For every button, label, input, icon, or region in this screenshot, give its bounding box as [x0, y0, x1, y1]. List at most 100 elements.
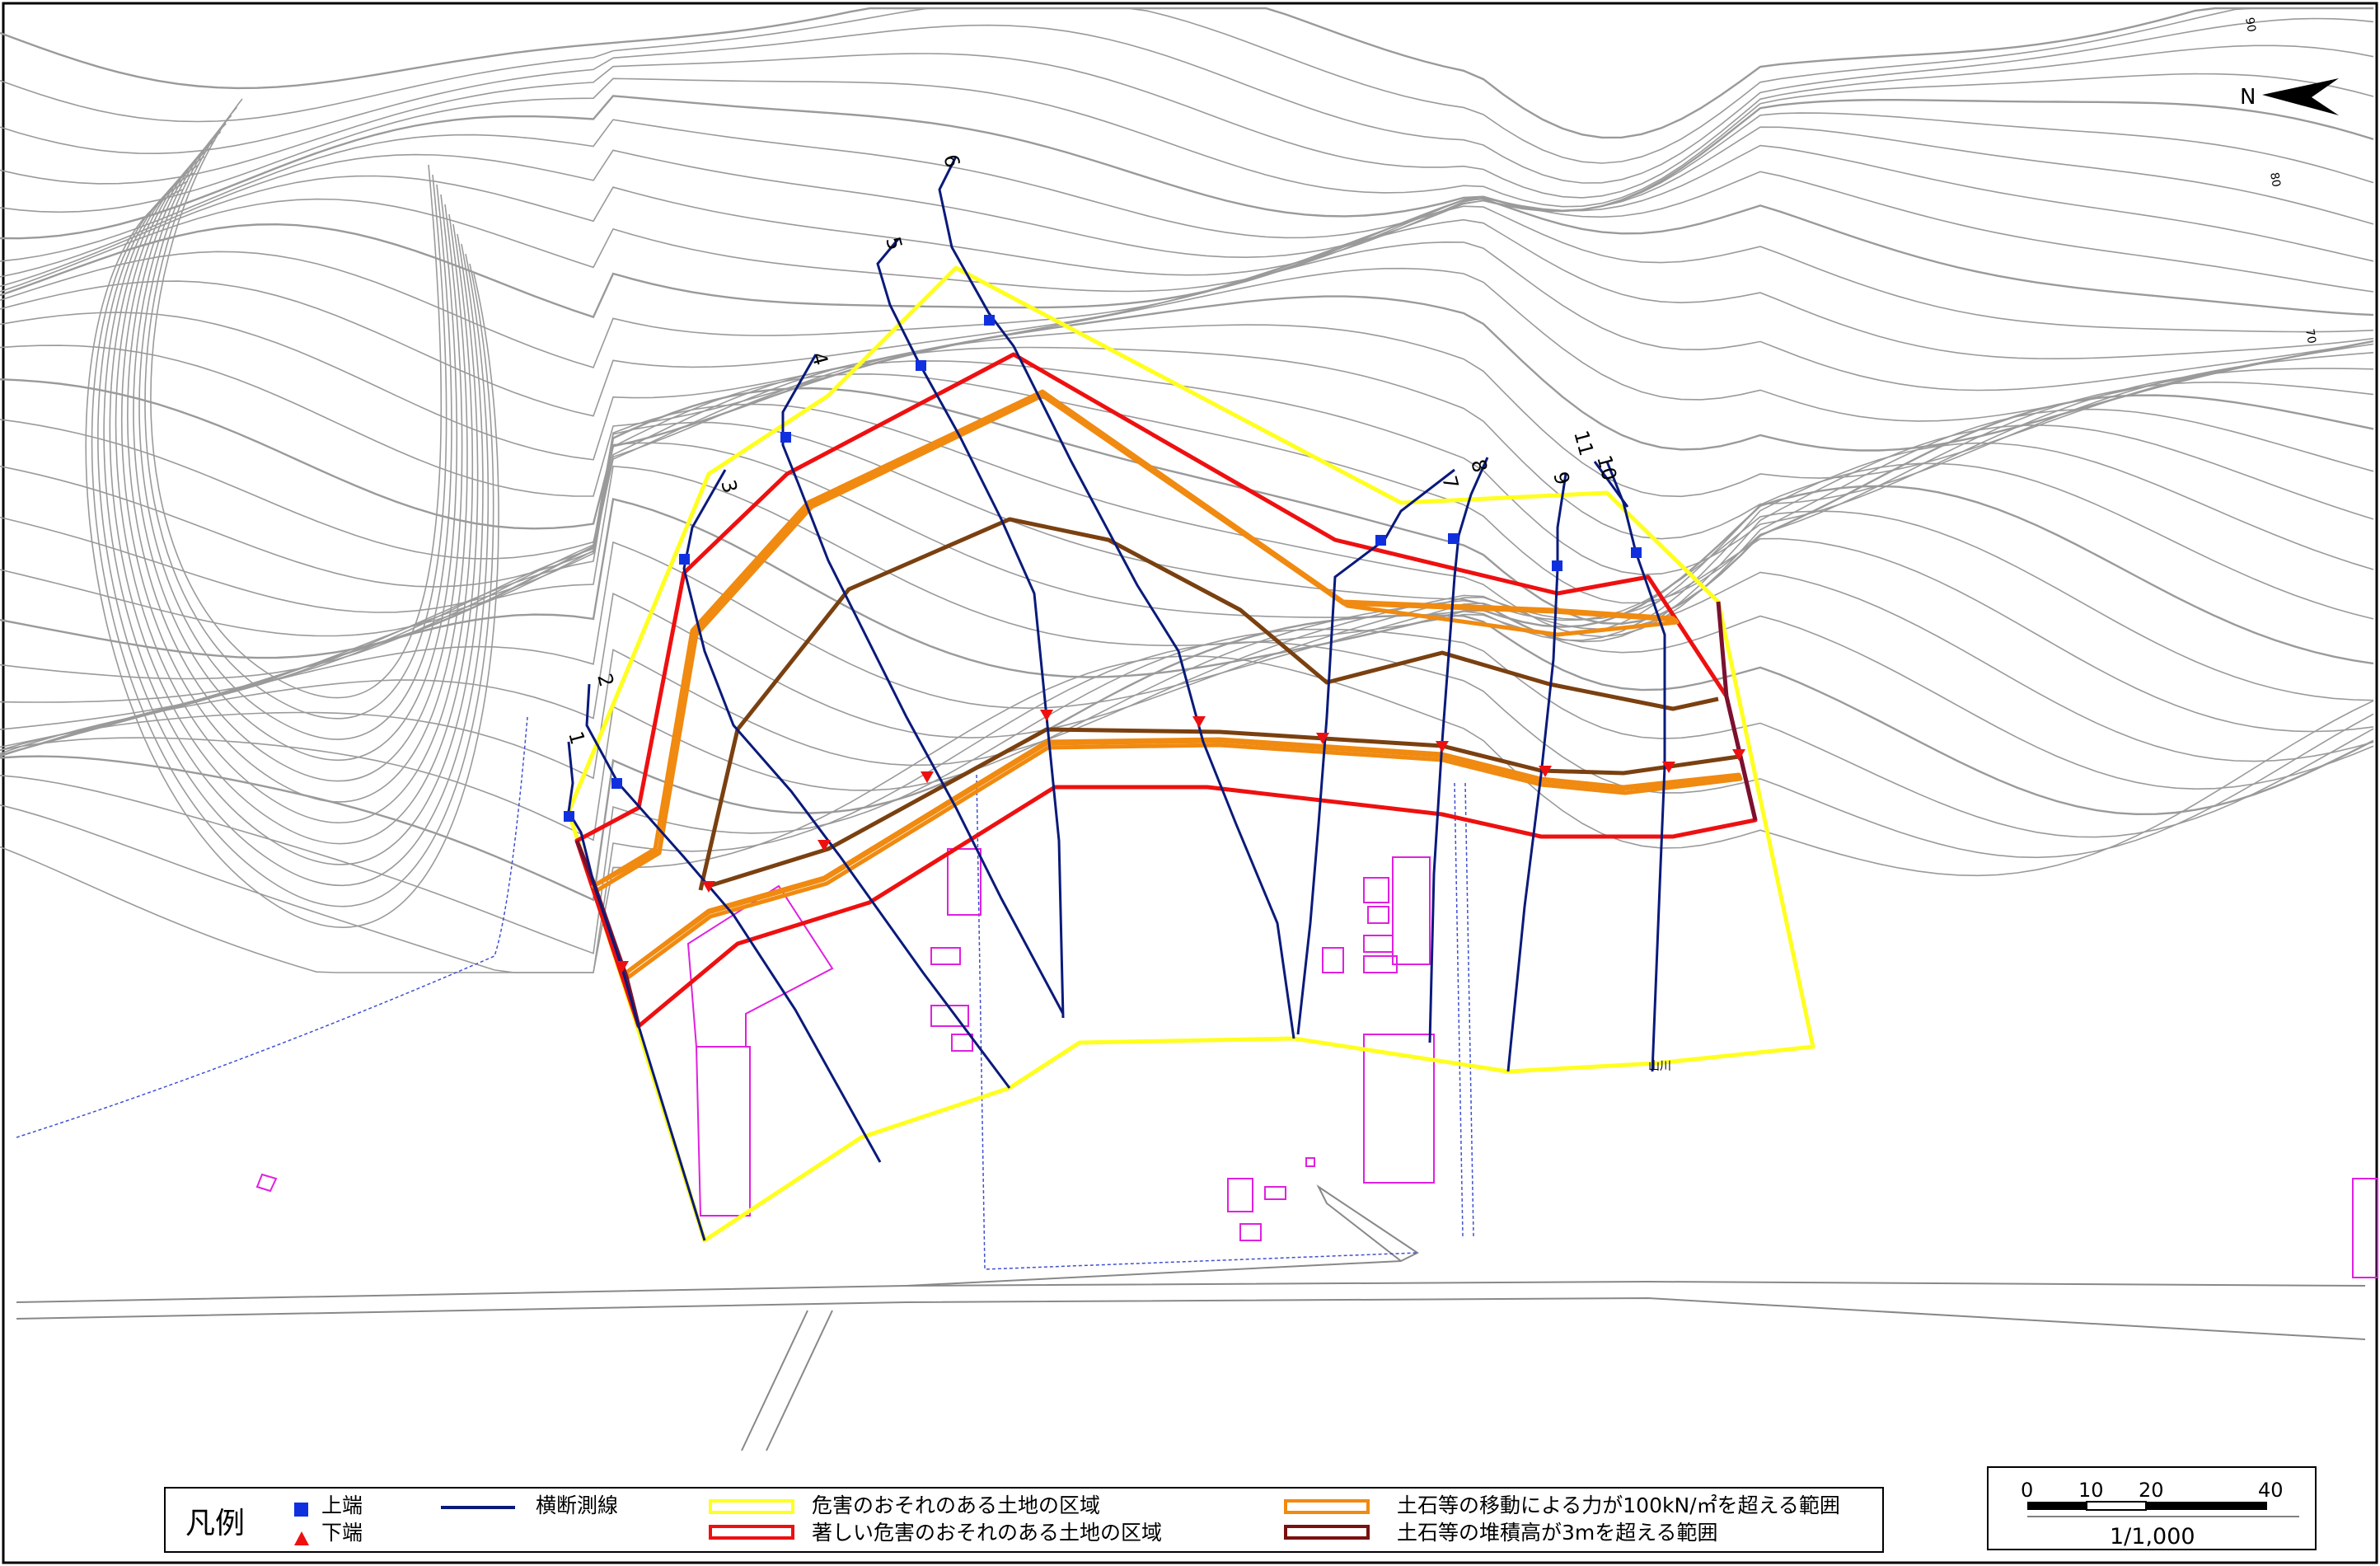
contour-line	[0, 7, 2373, 139]
legend-label-deposit: 土石等の堆積高が3mを超える範囲	[1397, 1521, 1718, 1545]
contour-line	[0, 655, 2374, 973]
upper-end-marker	[564, 811, 574, 822]
scale-ratio: 1/1,000	[2110, 1524, 2195, 1550]
square-icon	[294, 1503, 308, 1517]
rect-outline-icon-hazard	[709, 1499, 794, 1514]
contour-line	[0, 373, 2374, 637]
contour-line	[0, 73, 2374, 213]
upper-end-marker	[1552, 560, 1562, 571]
road-lines	[16, 1184, 2366, 1451]
contour-line	[0, 126, 2374, 278]
legend-title: 凡例	[185, 1507, 245, 1540]
survey-line-3	[682, 469, 1011, 1089]
river	[16, 716, 1474, 1270]
end-markers	[564, 315, 1745, 973]
hazard-zone-boundary	[566, 265, 1815, 1243]
legend-label-hazard: 危害のおそれのある土地の区域	[812, 1493, 1100, 1517]
contour-line	[121, 139, 468, 803]
lower-end-marker	[1539, 766, 1552, 777]
scale-segment-2	[2086, 1501, 2147, 1511]
place-label: 山川	[1648, 1060, 1671, 1073]
upper-end-marker	[611, 778, 622, 789]
deposit-zone-upper	[698, 517, 1719, 891]
survey-line-1	[567, 741, 706, 1241]
survey-line-9	[1506, 473, 1567, 1072]
contour-line	[0, 360, 2374, 613]
scale-tick-40: 40	[2258, 1479, 2284, 1502]
contour-line	[97, 172, 490, 887]
upper-end-marker	[1448, 533, 1459, 544]
contour-line	[0, 241, 2374, 461]
scale-segment-3	[2146, 1502, 2267, 1510]
scale-segment-1	[2027, 1502, 2087, 1510]
survey-line-label-5: 5	[881, 234, 907, 252]
survey-line-label-9: 9	[1548, 469, 1574, 487]
scale-tick-10: 10	[2078, 1479, 2104, 1502]
contour-line	[115, 148, 474, 823]
survey-line-label-8: 8	[1466, 457, 1492, 475]
legend-label-severe: 著しい危害のおそれのある土地の区域	[812, 1521, 1162, 1545]
rect-outline-icon-severe	[709, 1525, 794, 1540]
scale-tick-0: 0	[2021, 1479, 2033, 1502]
survey-line-label-6: 6	[939, 152, 964, 170]
contour-line	[85, 189, 499, 928]
lower-end-marker	[1732, 749, 1745, 761]
lower-end-marker	[818, 840, 831, 851]
north-arrow-icon	[2262, 78, 2339, 115]
upper-end-marker	[1375, 535, 1386, 546]
survey-line-4	[781, 354, 1065, 1015]
legend: 凡例 上端 下端 横断測線 危害のおそれのある土地の区域 著しい危害のおそれのあ…	[164, 1487, 1884, 1553]
survey-line-8	[1428, 457, 1489, 1043]
legend-label-upper: 上端	[321, 1493, 363, 1517]
force-zone-boundary-lower	[625, 738, 1740, 975]
survey-line-6	[938, 156, 1295, 1039]
upper-end-marker	[1631, 547, 1642, 558]
contour-line	[0, 421, 2374, 703]
survey-line-5	[876, 238, 1065, 1019]
contour-line	[0, 17, 2374, 184]
contour-line	[133, 123, 458, 761]
lower-end-marker	[921, 771, 934, 783]
survey-line-label-1: 1	[564, 729, 589, 747]
contour-line	[0, 485, 2374, 757]
deposit-zone-flank	[574, 601, 1758, 1027]
contour-line	[0, 144, 2374, 288]
lower-end-marker	[616, 961, 629, 973]
survey-line-7	[1296, 468, 1455, 1035]
contour-label-80: 80	[2267, 171, 2283, 188]
survey-line-label-3: 3	[716, 477, 742, 495]
contour-line	[0, 346, 2374, 588]
rect-outline-icon-force	[1284, 1499, 1370, 1514]
contour-line	[91, 181, 494, 907]
contour-line	[0, 197, 2374, 319]
triangle-icon	[294, 1531, 309, 1545]
survey-line-2	[585, 683, 882, 1163]
survey-line-label-2: 2	[593, 671, 618, 689]
survey-line-label-4: 4	[807, 349, 832, 368]
contour-line	[144, 106, 447, 720]
upper-end-marker	[679, 554, 690, 565]
contour-label-70: 70	[2303, 328, 2318, 345]
survey-line-label-11: 11	[1569, 428, 1598, 458]
north-arrow-label: N	[2240, 85, 2256, 110]
survey-line-label-10: 10	[1592, 452, 1621, 483]
scale-tick-20: 20	[2139, 1479, 2164, 1502]
contour-line	[0, 641, 2374, 973]
deposit-zone-lower	[708, 727, 1740, 888]
contour-line	[0, 537, 2374, 754]
contour-line	[109, 156, 479, 845]
lower-end-marker	[1192, 716, 1206, 728]
contour-line	[0, 267, 2374, 497]
contour-label-90: 90	[2242, 16, 2258, 33]
survey-line-label-7: 7	[1437, 473, 1463, 491]
contour-line	[0, 324, 2374, 560]
contour-line	[0, 462, 2374, 748]
contour-line	[138, 115, 452, 740]
contour-line	[0, 7, 2373, 164]
scale-bar: 0 10 20 40 1/1,000	[1987, 1466, 2317, 1550]
contour-line	[0, 628, 2374, 954]
legend-box	[164, 1487, 1884, 1553]
